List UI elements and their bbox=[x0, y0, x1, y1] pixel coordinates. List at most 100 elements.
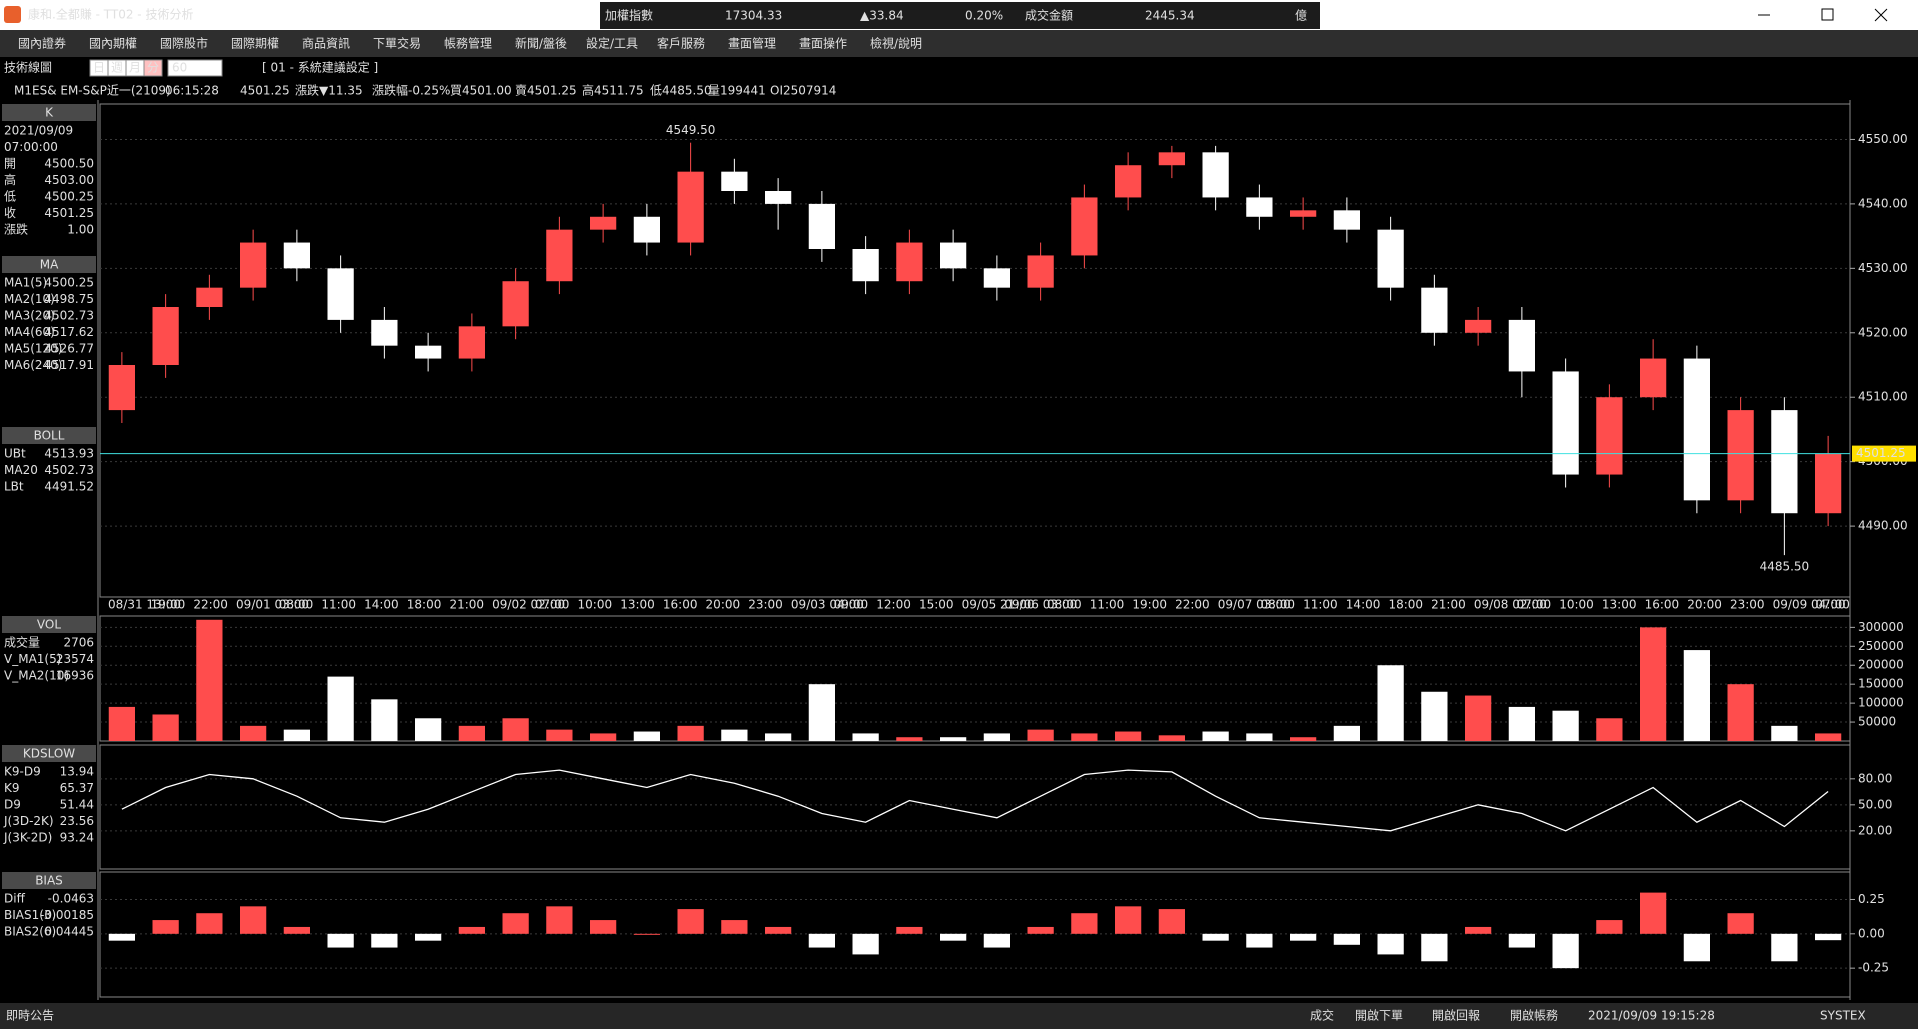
menu-item[interactable]: 下單交易 bbox=[373, 36, 421, 51]
y-tick-label: 50000 bbox=[1858, 715, 1896, 729]
bar bbox=[1552, 933, 1579, 969]
section-header bbox=[2, 872, 96, 889]
y-tick-label: 4540.00 bbox=[1858, 196, 1908, 210]
menu-item[interactable]: 國內期權 bbox=[89, 37, 137, 51]
x-tick-label: 23:00 bbox=[748, 598, 783, 612]
x-tick-label: 18:00 bbox=[1388, 598, 1423, 612]
bar bbox=[1815, 933, 1842, 941]
candle-body bbox=[1071, 197, 1098, 256]
bar bbox=[1683, 650, 1710, 741]
row-value: 16936 bbox=[56, 669, 94, 683]
candle-body bbox=[502, 281, 529, 327]
bar bbox=[1027, 729, 1054, 741]
candle-body bbox=[896, 242, 923, 282]
bar bbox=[196, 619, 223, 741]
status-item: 2021/09/09 19:15:28 bbox=[1588, 1009, 1715, 1023]
row-value: 51.44 bbox=[60, 798, 94, 812]
row-label: MA4(60) bbox=[4, 325, 55, 339]
row-value: 23574 bbox=[56, 652, 94, 666]
bar bbox=[677, 909, 704, 934]
row-value: -0.00185 bbox=[40, 908, 94, 922]
status-item[interactable]: 開啟回報 bbox=[1432, 1008, 1480, 1023]
row-label: V_MA2(10) bbox=[4, 669, 69, 683]
ticker-item: 億 bbox=[1295, 9, 1307, 23]
x-tick-label: 21:00 bbox=[1431, 598, 1466, 612]
row-value: 65.37 bbox=[60, 781, 94, 795]
bar bbox=[1596, 920, 1623, 934]
y-tick-label: 80.00 bbox=[1858, 771, 1892, 785]
interval-box[interactable] bbox=[167, 59, 223, 77]
period-button[interactable] bbox=[143, 59, 163, 77]
bar bbox=[896, 737, 923, 741]
period-label[interactable]: 週 bbox=[111, 61, 123, 75]
restore-button[interactable] bbox=[1821, 8, 1834, 21]
x-tick-label: 07:00 bbox=[535, 598, 570, 612]
menu-item[interactable]: 檢視/說明 bbox=[870, 36, 922, 51]
menu-item[interactable]: 設定/工具 bbox=[586, 36, 638, 51]
bar bbox=[458, 725, 485, 741]
menu-item[interactable]: 國際股市 bbox=[160, 36, 208, 51]
y-tick-label: 200000 bbox=[1858, 658, 1904, 672]
y-tick-label: 4530.00 bbox=[1858, 261, 1908, 275]
menu-item[interactable]: 畫面管理 bbox=[728, 36, 776, 51]
row-label: MA3(20) bbox=[4, 309, 55, 323]
y-tick-label: 4520.00 bbox=[1858, 325, 1908, 339]
candle-body bbox=[415, 345, 442, 359]
bar bbox=[1333, 725, 1360, 741]
y-tick-label: 4550.00 bbox=[1858, 132, 1908, 146]
status-item[interactable]: 成交 bbox=[1310, 1008, 1334, 1023]
quote-item: 低4485.50 bbox=[650, 84, 712, 98]
menu-item[interactable]: 畫面操作 bbox=[799, 36, 847, 51]
close-button[interactable] bbox=[1874, 8, 1888, 22]
menu-item[interactable]: 客戶服務 bbox=[657, 36, 705, 51]
x-tick-label: 14:00 bbox=[364, 598, 399, 612]
menu-bar bbox=[0, 30, 1918, 57]
candle-body bbox=[240, 242, 267, 288]
status-item[interactable]: 開啟下單 bbox=[1355, 1008, 1403, 1023]
menu-item[interactable]: 國際期權 bbox=[231, 37, 279, 51]
bar bbox=[1202, 933, 1229, 941]
row-value: 0.04445 bbox=[44, 925, 94, 939]
menu-item[interactable]: 國內證券 bbox=[18, 36, 66, 51]
bar bbox=[1421, 691, 1448, 741]
x-tick-label: 11:00 bbox=[321, 598, 356, 612]
status-item[interactable]: 開啟帳務 bbox=[1510, 1008, 1558, 1023]
bar bbox=[1027, 926, 1054, 934]
x-tick-label: 10:00 bbox=[578, 598, 613, 612]
bar bbox=[721, 920, 748, 934]
candle-body bbox=[546, 229, 573, 282]
bar bbox=[1552, 710, 1579, 741]
y-tick-label: 0.00 bbox=[1858, 926, 1885, 940]
high-label: 4549.50 bbox=[666, 123, 716, 137]
bar bbox=[502, 718, 529, 741]
x-tick-label: 21:00 bbox=[449, 598, 484, 612]
row-label: MA1(5) bbox=[4, 276, 47, 290]
bar bbox=[1683, 933, 1710, 962]
menu-item[interactable]: 商品資訊 bbox=[302, 36, 350, 51]
candle-body bbox=[1727, 410, 1754, 501]
period-label[interactable]: 日 bbox=[93, 61, 105, 75]
period-label[interactable]: 分 bbox=[147, 61, 159, 75]
period-label[interactable]: 月 bbox=[129, 61, 141, 75]
section-header bbox=[2, 616, 96, 633]
ticker-item: 2445.34 bbox=[1145, 9, 1195, 23]
menu-item[interactable]: 帳務管理 bbox=[444, 36, 492, 51]
interval[interactable]: 60 bbox=[172, 61, 187, 75]
section-header bbox=[2, 427, 96, 444]
row-value: 4500.25 bbox=[44, 276, 94, 290]
bar bbox=[502, 913, 529, 934]
section-header bbox=[2, 104, 96, 121]
bar bbox=[546, 729, 573, 741]
menu-item[interactable]: 新聞/盤後 bbox=[515, 36, 567, 51]
quote-item: 4501.25 bbox=[240, 84, 290, 98]
bar bbox=[765, 926, 792, 934]
row-label: D9 bbox=[4, 798, 21, 812]
bar bbox=[152, 920, 179, 934]
x-tick-label: 09/07 03:00 bbox=[1218, 598, 1291, 612]
row-label: BIAS2(6) bbox=[4, 925, 56, 939]
section-title: K bbox=[45, 106, 54, 120]
x-tick-label: 19:00 bbox=[151, 598, 186, 612]
y-tick-label: 4510.00 bbox=[1858, 390, 1908, 404]
x-tick-label: 18:00 bbox=[407, 598, 442, 612]
bar bbox=[371, 699, 398, 741]
